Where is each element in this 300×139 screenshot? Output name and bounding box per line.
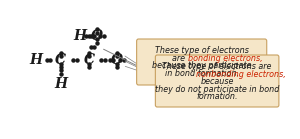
- Text: O: O: [111, 53, 123, 67]
- Text: bonding electrons,: bonding electrons,: [188, 54, 262, 63]
- Text: nonbonding electrons,: nonbonding electrons,: [196, 70, 285, 79]
- Text: in bond formation.: in bond formation.: [165, 69, 239, 78]
- Text: C: C: [83, 53, 94, 67]
- Text: they do not participate in bond: they do not participate in bond: [155, 85, 279, 94]
- Text: formation.: formation.: [196, 92, 238, 101]
- Text: These type of electrons: These type of electrons: [155, 46, 249, 55]
- Text: H: H: [29, 53, 42, 67]
- FancyBboxPatch shape: [155, 55, 279, 107]
- Text: H: H: [54, 77, 68, 91]
- Text: because they participate: because they participate: [152, 61, 251, 70]
- Text: These type of electrons are: These type of electrons are: [162, 62, 272, 71]
- Text: are: are: [172, 54, 188, 63]
- Text: C: C: [55, 53, 66, 67]
- Text: because: because: [200, 77, 234, 86]
- Text: H: H: [73, 29, 86, 43]
- FancyBboxPatch shape: [136, 39, 267, 85]
- Text: O: O: [91, 29, 104, 43]
